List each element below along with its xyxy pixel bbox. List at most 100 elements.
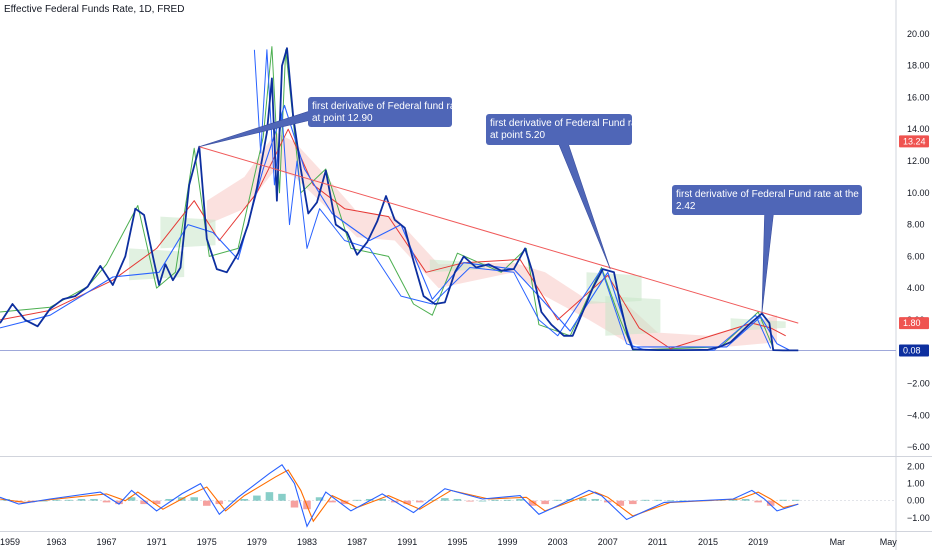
histogram-bar <box>779 499 787 501</box>
histogram-bar <box>353 499 361 501</box>
y-tick-label: 20.00 <box>907 29 930 39</box>
x-tick-label: 1959 <box>0 537 20 547</box>
histogram-bar <box>578 498 587 501</box>
chart-title: Effective Federal Funds Rate, 1D, FRED <box>4 4 185 15</box>
fast-ma-line <box>0 104 790 351</box>
histogram-bar <box>616 500 625 506</box>
histogram-bar <box>152 500 161 505</box>
callout-pointer-3 <box>761 199 776 314</box>
trend-line-layer <box>199 146 799 324</box>
histogram-bar <box>428 499 437 501</box>
y-tick-label: 16.00 <box>907 92 930 102</box>
x-tick-label: 1971 <box>147 537 167 547</box>
histogram-bar <box>65 499 73 501</box>
oscillator-panel: 2.00 1.00 0.00 −1.00 <box>0 462 930 528</box>
histogram-bar <box>516 498 524 501</box>
price-badge-2 <box>899 317 929 330</box>
y-tick-label: 6.00 <box>907 251 925 261</box>
price-badge-label: 13.24 <box>903 136 926 146</box>
histogram-bar <box>290 500 299 508</box>
x-tick-label: 2003 <box>548 537 568 547</box>
osc-y-tick-label: −1.00 <box>907 513 930 523</box>
price-badge-label: 1.80 <box>903 318 921 328</box>
histogram-bar <box>553 499 562 501</box>
callout-text-line2: 2.42 <box>676 201 696 212</box>
x-tick-label: 1963 <box>46 537 66 547</box>
y-tick-label: 4.00 <box>907 283 925 293</box>
callout-box-2 <box>486 114 632 145</box>
y-tick-label: −4.00 <box>907 410 930 420</box>
price-badges: 13.24 1.80 0.08 <box>899 135 929 357</box>
histogram-bar <box>77 498 86 501</box>
histogram-bar <box>729 499 737 501</box>
axis-layer: 20.00 18.00 16.00 14.00 12.00 10.00 8.00 6.00 4.… <box>907 29 930 452</box>
histogram-bar <box>641 499 650 501</box>
histogram-bar <box>253 495 261 501</box>
macd-line <box>0 464 799 528</box>
histogram-bar <box>190 497 198 501</box>
x-tick-label: 1991 <box>397 537 417 547</box>
histogram-bar <box>466 500 474 502</box>
callout-text-line1: first derivative of Federal fund rate <box>312 101 464 112</box>
histogram-bar <box>453 498 462 501</box>
x-tick-label: 1983 <box>297 537 317 547</box>
x-tick-label: 2019 <box>748 537 768 547</box>
histogram-bar <box>40 500 48 502</box>
callout-text-line2: at point 5.20 <box>490 130 545 141</box>
histogram-bar <box>541 500 549 505</box>
baseline-line <box>0 128 786 349</box>
series-layer <box>0 46 799 352</box>
histogram-bar <box>228 500 236 502</box>
x-tick-label: 1999 <box>498 537 518 547</box>
trend-line <box>199 146 799 324</box>
x-tick-label: 1979 <box>247 537 267 547</box>
histogram-bar <box>416 500 424 503</box>
histogram-bar <box>315 497 324 501</box>
histogram-bar <box>378 498 386 501</box>
histogram-bar <box>591 498 600 501</box>
price-badge-1 <box>899 135 929 148</box>
histogram-bar <box>115 500 123 505</box>
histogram-bar <box>441 498 449 501</box>
callout-text-line2: at point 12.90 <box>312 113 373 124</box>
callout-pointer-2 <box>552 126 611 270</box>
callout-box-3 <box>672 185 862 215</box>
histogram-bar <box>102 500 111 503</box>
y-tick-label: −2.00 <box>907 378 930 388</box>
fed-funds-rate-line <box>0 47 799 352</box>
osc-y-tick-label: 1.00 <box>907 479 925 489</box>
histogram-bar <box>52 499 61 501</box>
histogram-bar <box>340 500 349 505</box>
leading-span-line <box>0 46 775 352</box>
x-tick-label: 2011 <box>648 537 667 547</box>
signal-line <box>0 469 799 523</box>
histogram-bar <box>741 498 750 501</box>
histogram-bar <box>679 500 687 502</box>
price-badge-label: 0.08 <box>903 345 921 355</box>
y-tick-label: 8.00 <box>907 220 925 230</box>
histogram-bar <box>265 492 274 501</box>
osc-y-tick-label: 2.00 <box>907 462 925 472</box>
histogram-bar <box>165 498 173 501</box>
histogram-bar <box>629 500 637 505</box>
x-tick-label: Mar <box>830 537 846 547</box>
histogram-bar <box>503 499 512 501</box>
x-tick-label: 1995 <box>447 537 467 547</box>
histogram-bar <box>666 500 675 502</box>
histogram-bar <box>203 500 211 506</box>
histogram-bar <box>766 500 775 506</box>
y-tick-label: −6.00 <box>907 442 930 452</box>
x-tick-label: 2007 <box>598 537 618 547</box>
y-tick-label: 18.00 <box>907 61 930 71</box>
histogram-bar <box>403 500 412 505</box>
y-tick-label: 10.00 <box>907 188 930 198</box>
histogram-bar <box>365 498 374 501</box>
y-tick-label: 14.00 <box>907 124 930 134</box>
x-tick-label: May <box>880 537 898 547</box>
callout-box-1 <box>308 97 452 127</box>
x-tick-label: 2015 <box>698 537 718 547</box>
callout-text-line1: first derivative of Federal Fund rate <box>490 118 646 129</box>
x-tick-label: 1987 <box>347 537 367 547</box>
